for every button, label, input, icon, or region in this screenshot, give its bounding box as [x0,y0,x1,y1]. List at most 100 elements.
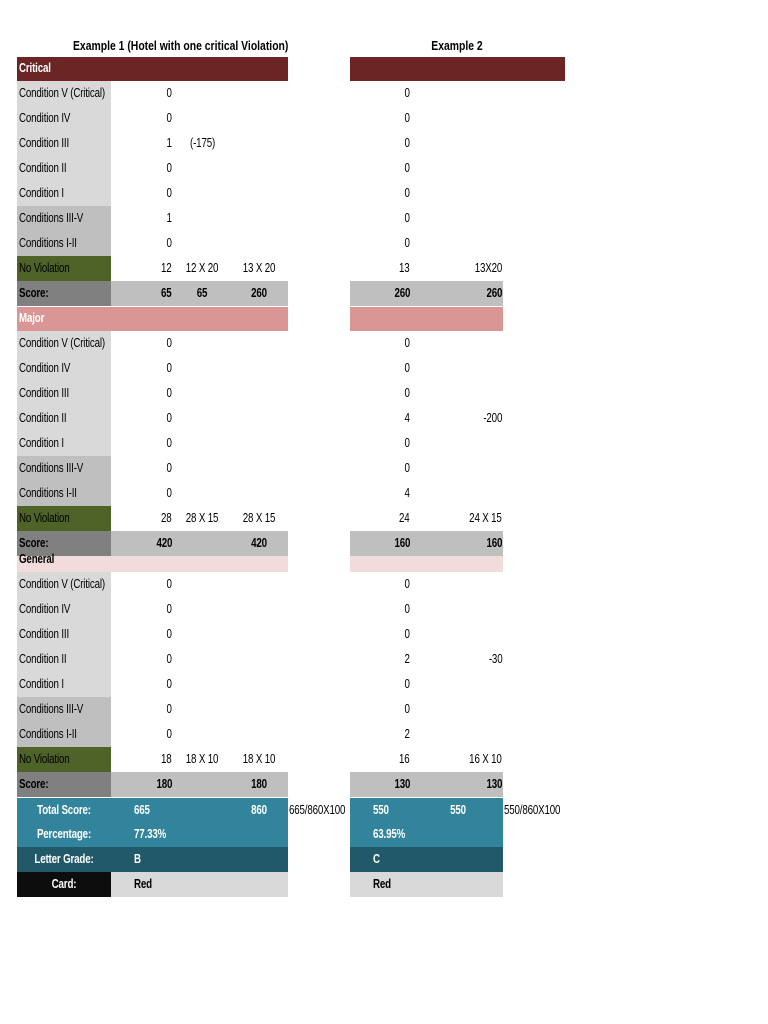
ex2-score-cell [350,772,503,797]
ex2-row-value: 0 [404,576,410,591]
ex2-row-value: 0 [404,435,410,450]
row-label: Conditions I-II [19,726,77,741]
total-label: Total Score: [37,802,91,817]
row-value: 0 [166,601,172,616]
condition-label-cell [17,331,111,356]
total-value-cell [111,798,288,823]
row-extra: 13 X 20 [242,260,276,275]
condition-label-cell [17,647,111,672]
row-label: Condition IV [19,110,71,125]
ex2-score-value: 160 [394,535,410,550]
total-label-cell [17,798,111,823]
row-label: Conditions III-V [19,460,84,475]
score-value: 420 [156,535,172,550]
section-title: Major [19,311,45,325]
row-value: 0 [166,701,172,716]
row-label: Condition I [19,435,64,450]
row-label: Condition I [19,676,64,691]
ex2-score-value: 130 [394,776,410,791]
example2-title: Example 2 [431,38,483,53]
row-value: 0 [166,410,172,425]
score-calc: 65 [196,285,208,300]
row-value: 28 [161,510,172,525]
row-value: 0 [166,385,172,400]
row-value: 0 [166,335,172,350]
row-label: No Violation [19,260,70,275]
row-value: 0 [166,576,172,591]
ex2-percentage-value: 63.95% [373,827,406,841]
row-label: Condition II [19,160,67,175]
example2-section-header [350,57,565,81]
ex2-grade-value: C [373,851,380,866]
row-label: Condition III [19,385,70,400]
row-label: Condition V (Critical) [19,335,105,350]
ex2-row-value: 0 [404,460,410,475]
condition-label-cell [17,231,111,256]
row-label: Condition V (Critical) [19,85,105,100]
ex2-percentage-value-cell [350,823,503,847]
total-max: 860 [251,802,267,817]
row-value: 1 [166,135,172,150]
ex2-row-value: 0 [404,85,410,100]
condition-label-cell [17,597,111,622]
section-title: Critical [19,61,51,75]
ex2-row-value: 16 [399,751,410,766]
percentage-label: Percentage: [36,827,92,841]
score-label: Score: [19,776,49,791]
ex2-card-value: Red [373,876,391,891]
ex2-row-value: 0 [404,701,410,716]
row-label: Conditions I-II [19,235,77,250]
ex2-score-extra: 260 [486,285,502,300]
row-extra: 18 X 10 [242,751,276,766]
row-value: 0 [166,360,172,375]
ex2-row-extra: 13X20 [474,260,503,275]
row-label: Conditions I-II [19,485,77,500]
row-label: Condition I [19,185,64,200]
ex2-row-value: 4 [404,410,410,425]
ex2-total-formula: 550/860X100 [504,802,561,817]
ex2-score-extra: 130 [486,776,502,791]
row-calc: (-175) [190,135,216,150]
section-header-general [17,556,288,572]
ex2-row-value: 0 [404,110,410,125]
ex2-total-max: 550 [450,802,466,817]
ex2-row-value: 0 [404,626,410,641]
ex2-row-extra: -200 [483,410,502,425]
condition-label-cell [17,81,111,106]
card-value: Red [134,876,152,891]
ex2-row-value: 4 [404,485,410,500]
ex2-row-value: 0 [404,235,410,250]
grade-label: Letter Grade: [34,851,94,866]
grade-value-cell [111,847,288,872]
example2-section-header [350,556,503,572]
score-extra: 180 [251,776,267,791]
row-value: 0 [166,726,172,741]
ex2-row-value: 0 [404,135,410,150]
no-violation-label-cell [17,506,111,531]
condition-label-cell [17,622,111,647]
row-value: 0 [166,185,172,200]
row-extra: 28 X 15 [242,510,276,525]
condition-label-cell [17,206,111,231]
condition-label-cell [17,672,111,697]
condition-label-cell [17,722,111,747]
ex2-row-value: 0 [404,360,410,375]
ex2-card-value-cell [350,872,503,897]
ex2-row-value: 0 [404,160,410,175]
score-values-cell [111,531,288,556]
total-formula: 665/860X100 [289,802,346,817]
condition-label-cell [17,431,111,456]
no-violation-label-cell [17,747,111,772]
example1-title: Example 1 (Hotel with one critical Viola… [73,38,289,53]
row-value: 0 [166,485,172,500]
total-value: 665 [134,802,150,817]
condition-label-cell [17,131,111,156]
row-label: Condition II [19,410,67,425]
score-value: 180 [156,776,172,791]
row-label: No Violation [19,751,70,766]
card-label-cell [17,872,111,897]
row-label: No Violation [19,510,70,525]
ex2-row-extra: 24 X 15 [469,510,502,525]
grade-value: B [134,851,141,866]
row-label: Condition V (Critical) [19,576,105,591]
